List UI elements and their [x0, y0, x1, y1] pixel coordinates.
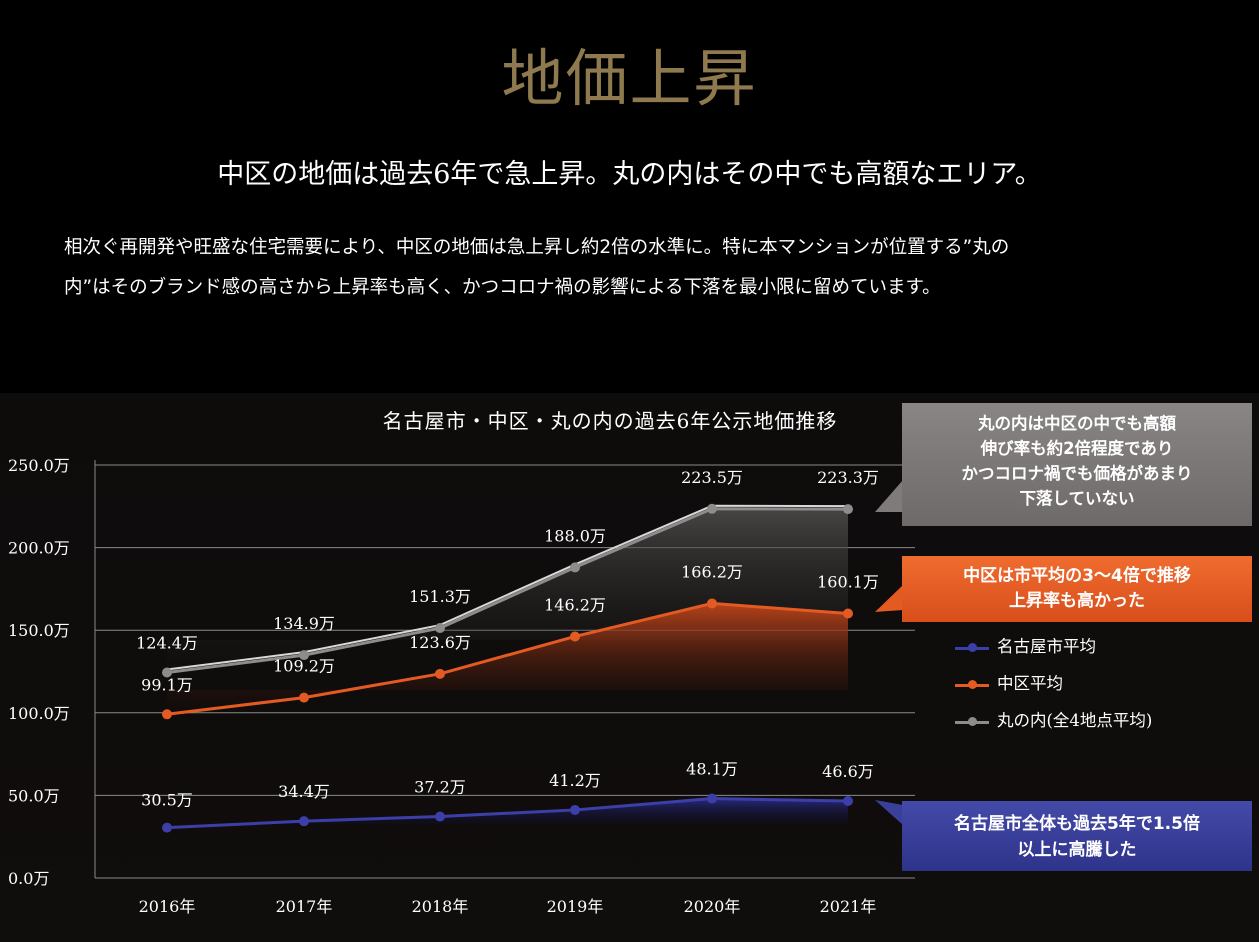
nagoya-data-label: 48.1万	[686, 760, 738, 779]
nagoya-data-label: 41.2万	[549, 771, 601, 790]
marunouchi-data-label: 134.9万	[273, 614, 335, 633]
nagoya-point	[707, 793, 717, 804]
nagoya-data-label: 46.6万	[822, 762, 874, 781]
legend-label-nagoya: 名古屋市平均	[997, 637, 1096, 656]
naka-point	[570, 631, 580, 642]
naka-data-label: 160.1万	[817, 573, 879, 592]
marunouchi-data-label: 223.5万	[681, 468, 743, 487]
nagoya-point	[435, 811, 445, 822]
x-tick-label: 2019年	[547, 897, 604, 916]
x-tick-label: 2017年	[276, 897, 333, 916]
legend-marker-marunouchi	[968, 717, 977, 726]
naka-data-label: 109.2万	[273, 657, 335, 676]
page-heading: 地価上昇	[501, 42, 758, 115]
description-line-1: 相次ぐ再開発や旺盛な住宅需要により、中区の地価は急上昇し約2倍の水準に。特に本マ…	[64, 237, 1010, 258]
nagoya-line	[166, 797, 849, 830]
legend-item-nagoya: 名古屋市平均	[955, 636, 1152, 673]
y-tick-label: 150.0万	[8, 621, 70, 640]
marunouchi-callout-line: 伸び率も約2倍程度であり	[980, 439, 1174, 458]
marunouchi-point	[435, 623, 445, 634]
chart-title: 名古屋市・中区・丸の内の過去6年公示地価推移	[382, 409, 838, 433]
naka-point	[707, 598, 717, 609]
marunouchi-callout-line: 下落していない	[1019, 489, 1135, 508]
marunouchi-point	[707, 503, 717, 514]
y-tick-label: 250.0万	[8, 456, 70, 475]
x-tick-label: 2021年	[820, 897, 877, 916]
description-line-2: 内”はそのブランド感の高さから上昇率も高く、かつコロナ禍の影響による下落を最小限…	[64, 277, 941, 298]
naka-line	[166, 601, 849, 716]
x-tick-label: 2018年	[412, 897, 469, 916]
legend-label-marunouchi: 丸の内(全4地点平均)	[997, 711, 1153, 730]
marunouchi-callout-line: かつコロナ禍でも価格があまり	[961, 464, 1193, 483]
y-tick-label: 50.0万	[8, 786, 60, 805]
nagoya-data-label: 34.4万	[278, 782, 330, 801]
marunouchi-line-highlight	[166, 504, 849, 671]
orange-callout-pointer	[875, 585, 903, 612]
chart-legend: 名古屋市平均 中区平均 丸の内(全4地点平均)	[955, 636, 1152, 747]
marunouchi-data-label: 151.3万	[409, 587, 471, 606]
naka-data-label: 146.2万	[544, 595, 606, 614]
marunouchi-data-label: 223.3万	[817, 468, 879, 487]
legend-item-naka: 中区平均	[955, 673, 1152, 710]
description: 相次ぐ再開発や旺盛な住宅需要により、中区の地価は急上昇し約2倍の水準に。特に本マ…	[64, 228, 1204, 308]
nagoya-point	[570, 804, 580, 815]
nagoya-data-label: 30.5万	[141, 791, 193, 810]
legend-item-marunouchi: 丸の内(全4地点平均)	[955, 710, 1152, 747]
page-subheading: 中区の地価は過去6年で急上昇。丸の内はその中でも高額なエリア。	[217, 159, 1042, 190]
marunouchi-point	[843, 504, 853, 515]
naka-area	[167, 603, 848, 715]
y-tick-label: 0.0万	[8, 869, 49, 888]
marunouchi-point	[299, 650, 309, 661]
y-tick-label: 100.0万	[8, 704, 70, 723]
naka-callout-line: 中区は市平均の3〜4倍で推移	[963, 566, 1191, 586]
marunouchi-callout-line: 丸の内は中区の中でも高額	[978, 414, 1176, 433]
legend-label-naka: 中区平均	[997, 674, 1063, 693]
blue-callout-pointer	[875, 800, 903, 825]
gray-callout-pointer	[875, 480, 903, 512]
naka-point	[162, 709, 172, 720]
marunouchi-point	[570, 562, 580, 573]
x-tick-label: 2016年	[139, 897, 196, 916]
marunouchi-data-label: 124.4万	[136, 633, 198, 652]
marunouchi-point	[162, 667, 172, 678]
naka-data-label: 166.2万	[681, 562, 743, 581]
naka-point	[299, 692, 309, 703]
x-tick-label: 2020年	[684, 897, 741, 916]
legend-marker-nagoya	[968, 643, 977, 652]
naka-point	[435, 668, 445, 679]
nagoya-data-label: 37.2万	[414, 778, 466, 797]
naka-callout: 中区は市平均の3〜4倍で推移 上昇率も高かった	[902, 556, 1252, 622]
nagoya-callout-line: 名古屋市全体も過去5年で1.5倍	[954, 814, 1200, 834]
naka-callout-line: 上昇率も高かった	[1009, 591, 1145, 611]
nagoya-point	[162, 822, 172, 833]
nagoya-point	[843, 796, 853, 807]
marunouchi-line	[166, 507, 849, 674]
naka-point	[843, 608, 853, 619]
marunouchi-callout: 丸の内は中区の中でも高額 伸び率も約2倍程度であり かつコロナ禍でも価格があまり…	[902, 403, 1252, 526]
naka-data-label: 123.6万	[409, 633, 471, 652]
legend-marker-naka	[968, 680, 977, 689]
nagoya-callout: 名古屋市全体も過去5年で1.5倍 以上に高騰した	[902, 801, 1252, 871]
nagoya-callout-line: 以上に高騰した	[1017, 840, 1137, 860]
naka-data-label: 99.1万	[141, 675, 193, 694]
marunouchi-data-label: 188.0万	[544, 526, 606, 545]
y-tick-label: 200.0万	[8, 539, 70, 558]
nagoya-point	[299, 816, 309, 827]
